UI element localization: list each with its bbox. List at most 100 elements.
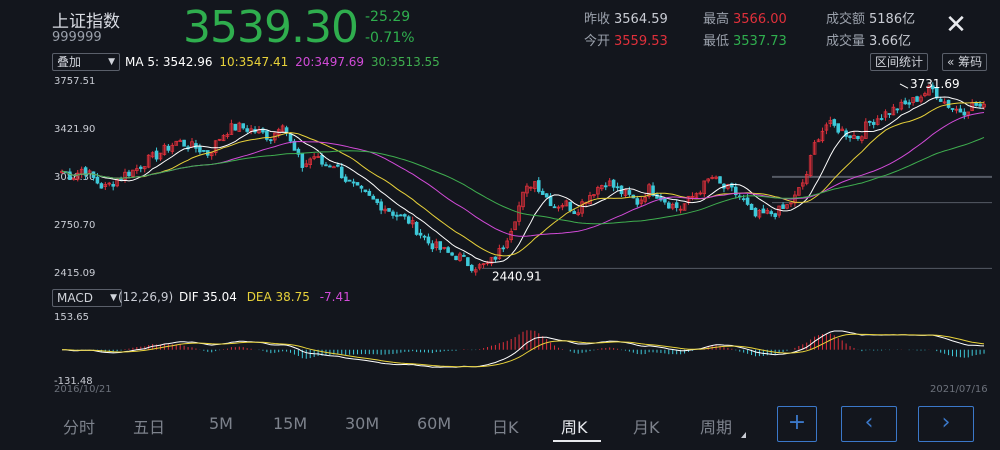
chips-button[interactable]: « 筹码 [942, 53, 988, 71]
prev-button[interactable]: ‹ [841, 406, 897, 442]
candle-body [726, 184, 730, 189]
overlay-dropdown[interactable]: 叠加 ▼ [52, 53, 120, 71]
tab-9[interactable]: 周期 [700, 418, 733, 437]
expand-corner-icon [741, 432, 746, 438]
macd-dropdown[interactable]: MACD ▼ [52, 289, 122, 307]
dea-line [62, 333, 985, 368]
candle-body [127, 171, 131, 177]
next-button[interactable]: › [918, 406, 974, 442]
candle-body [481, 263, 486, 266]
candle-body [288, 133, 293, 142]
candle-body [387, 208, 391, 212]
candle-body [840, 128, 844, 132]
candle-body [434, 241, 439, 249]
candle-body [245, 128, 249, 132]
candle-body [446, 247, 450, 253]
candle-body [828, 120, 833, 125]
candle-body [418, 232, 423, 236]
candle-body [198, 146, 202, 153]
candle-body [635, 198, 640, 205]
candle-body [879, 118, 884, 120]
candle-body [99, 183, 104, 189]
candle-body [367, 190, 372, 196]
candle-body [265, 130, 269, 140]
ma5-value: 3542.96 [162, 55, 213, 69]
candle-body [911, 97, 915, 103]
range-stats-button[interactable]: 区间统计 [870, 53, 929, 71]
candle-body [580, 201, 584, 214]
candle-body [978, 103, 982, 107]
candle-body [954, 108, 959, 111]
candle-body [529, 186, 533, 189]
candle-body [730, 183, 734, 188]
candle-body [785, 204, 789, 209]
tab-3[interactable]: 15M [273, 414, 308, 433]
candle-body [466, 257, 470, 267]
dif-line [61, 330, 985, 368]
candle-body [655, 194, 659, 199]
candle-body [280, 125, 285, 132]
ma-legend: MA 5: 3542.96 10:3547.41 20:3497.69 30:3… [125, 55, 440, 69]
open-price: 今开 3559.53 [584, 34, 668, 49]
macd-chart[interactable]: 153.65 -131.48 [52, 308, 992, 388]
candle-body [804, 174, 809, 184]
candle-body [962, 111, 967, 116]
candle-body [489, 257, 494, 264]
y-tick-label: 3086.30 [54, 172, 95, 183]
candle-body [714, 176, 718, 179]
candle-body [217, 138, 222, 141]
candle-body [135, 168, 139, 171]
tab-5[interactable]: 60M [417, 414, 452, 433]
candle-body [395, 214, 399, 217]
candle-body [812, 142, 817, 155]
tab-7[interactable]: 周K [561, 418, 588, 437]
candle-body [690, 195, 695, 198]
chevron-down-icon: ▼ [110, 293, 117, 303]
candle-body [552, 206, 557, 209]
candle-body [600, 185, 604, 190]
candle-body [698, 192, 703, 195]
price-change-pct: -0.71% [365, 30, 415, 46]
candle-body [734, 186, 738, 196]
candle-body [324, 164, 328, 167]
candle-body [864, 121, 868, 139]
candle-body [899, 101, 904, 110]
tab-8[interactable]: 月K [633, 418, 660, 437]
candle-body [131, 169, 135, 177]
add-button[interactable]: + [777, 406, 817, 442]
candle-body [781, 204, 785, 209]
candle-body [576, 212, 580, 216]
candle-body [292, 140, 297, 151]
macd-legend: (12,26,9) DIF 35.04 DEA 38.75 -7.41 [118, 290, 351, 304]
candle-body [860, 136, 864, 141]
candle-body [111, 184, 115, 187]
current-price: 3539.30 [183, 2, 359, 53]
candle-body [119, 178, 123, 181]
chevron-down-icon: ▼ [108, 57, 115, 67]
tab-0[interactable]: 分时 [63, 418, 96, 437]
tab-6[interactable]: 日K [492, 418, 519, 437]
candle-body [513, 221, 517, 231]
candle-body [146, 154, 151, 168]
candlestick-chart[interactable]: 3757.51 3421.90 3086.30 2750.70 2415.09 3731.… [52, 72, 992, 282]
candle-body [903, 100, 908, 105]
candle-body [312, 156, 316, 159]
candle-body [942, 101, 947, 104]
candle-body [938, 98, 943, 102]
candle-body [540, 190, 545, 195]
candle-body [560, 204, 565, 208]
candle-body [158, 152, 163, 160]
tab-2[interactable]: 5M [209, 414, 233, 433]
candle-body [517, 205, 521, 222]
tab-4[interactable]: 30M [345, 414, 380, 433]
candle-body [848, 135, 852, 139]
close-icon[interactable]: ✕ [945, 10, 967, 40]
tab-1[interactable]: 五日 [133, 418, 166, 437]
candle-body [883, 111, 888, 118]
candle-body [332, 166, 336, 169]
macd-y-tick: 153.65 [54, 312, 89, 323]
candle-body [927, 85, 931, 96]
candle-body [603, 185, 608, 188]
candle-body [836, 123, 841, 133]
macd-y-tick: -131.48 [54, 376, 93, 387]
